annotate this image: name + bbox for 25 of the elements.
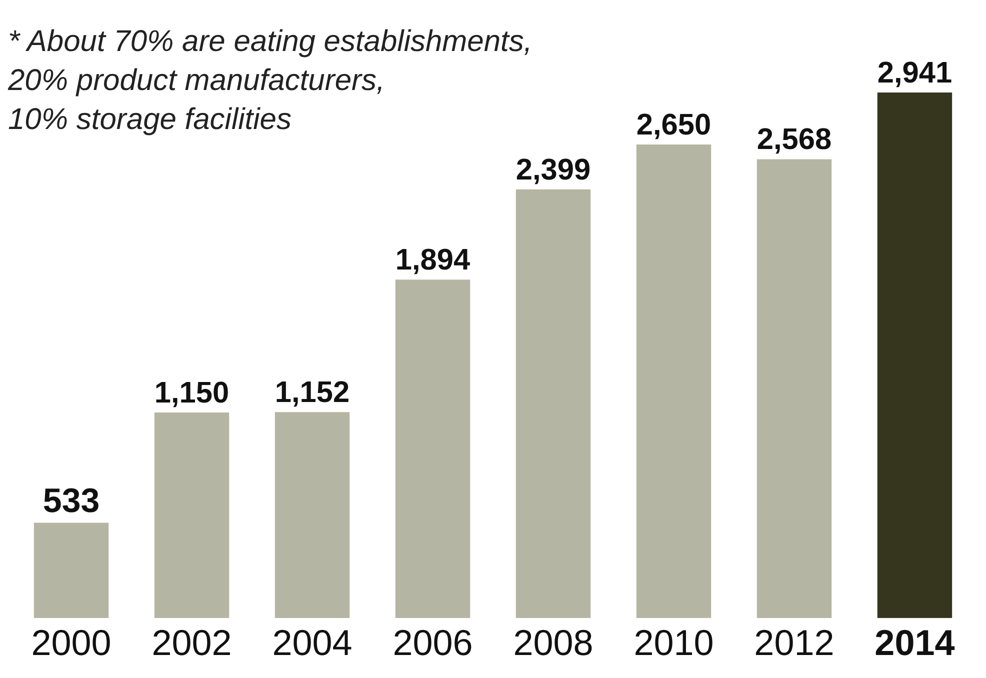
annotation: * About 70% are eating establishments, 20% product manufacturers, 10% storage facilities: [7, 25, 532, 136]
bar: [154, 412, 230, 618]
data-label: 2,650: [636, 108, 712, 142]
bar: [516, 189, 591, 618]
x-tick-label: 2000: [31, 622, 112, 663]
bar: [274, 412, 350, 618]
bar: [395, 280, 470, 618]
bar: [877, 92, 952, 618]
data-label: 533: [42, 482, 100, 520]
x-tick-label: 2002: [152, 622, 232, 663]
data-label: 2,568: [756, 123, 832, 156]
x-tick-label: 2012: [754, 622, 834, 663]
data-label: 1,150: [154, 376, 230, 410]
x-tick-label: 2014: [874, 622, 955, 663]
bar: [756, 159, 832, 618]
x-tick-label: 2004: [272, 622, 352, 663]
x-tick-label: 2008: [513, 622, 594, 663]
bar: [636, 144, 712, 618]
x-tick-label: 2010: [634, 622, 714, 663]
data-label: 1,894: [395, 244, 470, 277]
data-label: 1,152: [274, 376, 350, 410]
data-label: 2,399: [516, 153, 591, 186]
x-tick-label: 2006: [392, 622, 473, 663]
bar: [34, 522, 109, 618]
data-label: 2,941: [877, 56, 952, 90]
